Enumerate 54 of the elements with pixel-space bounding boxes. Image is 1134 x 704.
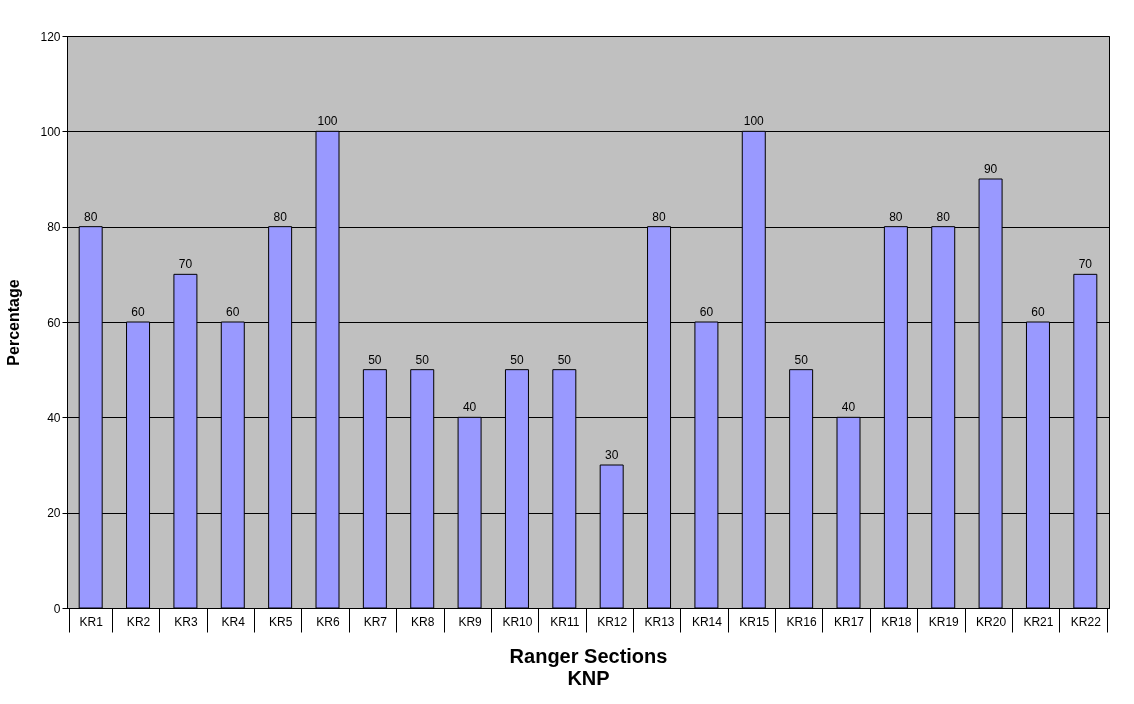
- x-tick-label: KR6: [316, 614, 340, 629]
- y-tick-label: 100: [40, 124, 61, 139]
- data-label: 60: [131, 305, 146, 319]
- x-tick-label: KR18: [881, 614, 912, 629]
- x-tick-label: KR19: [928, 614, 960, 629]
- y-tick-label: 0: [53, 601, 61, 616]
- y-tick-label: 60: [47, 315, 61, 330]
- x-tick-label: KR17: [833, 614, 865, 629]
- data-label: 50: [415, 352, 430, 367]
- data-label: 50: [557, 352, 572, 367]
- x-tick-label: KR9: [458, 614, 483, 629]
- data-label: 80: [936, 209, 951, 224]
- x-tick-label: KR5: [268, 614, 293, 629]
- data-label: 60: [1031, 305, 1045, 319]
- x-tick-label: KR20: [976, 614, 1007, 629]
- x-tick-label: KR1: [79, 614, 104, 629]
- y-tick-label: 40: [47, 410, 61, 425]
- data-label: 60: [226, 305, 240, 319]
- x-tick-label: KR15: [739, 614, 770, 629]
- data-label: 80: [652, 209, 667, 224]
- x-tick-label: KR12: [597, 614, 628, 629]
- data-label: 60: [699, 305, 714, 319]
- data-label: 30: [605, 448, 619, 462]
- data-label: 40: [841, 400, 856, 415]
- x-tick-label: KR13: [644, 614, 675, 629]
- y-tick-label: 120: [40, 29, 61, 44]
- x-axis-title: Ranger Sections: [509, 645, 668, 667]
- y-tick-label: 80: [47, 220, 61, 235]
- data-label: 70: [178, 257, 193, 272]
- data-label: 80: [273, 209, 288, 224]
- data-label: 50: [794, 352, 809, 367]
- data-label: 50: [368, 352, 382, 367]
- data-label: 80: [889, 209, 903, 224]
- x-tick-label: KR21: [1023, 614, 1054, 629]
- data-label: 50: [510, 352, 524, 367]
- data-label: 100: [743, 114, 765, 129]
- x-tick-label: KR10: [502, 614, 533, 629]
- data-label: 70: [1078, 257, 1093, 272]
- x-tick-label: KR8: [411, 614, 435, 629]
- x-tick-label: KR3: [174, 614, 198, 629]
- x-tick-label: KR4: [221, 614, 246, 629]
- x-tick-label: KR11: [550, 614, 580, 629]
- x-tick-label: KR22: [1070, 614, 1102, 629]
- data-label: 40: [462, 400, 477, 415]
- data-label: 90: [983, 162, 998, 176]
- x-tick-label: KR7: [363, 614, 388, 629]
- x-tick-label: KR14: [691, 614, 723, 629]
- y-tick-label: 20: [47, 506, 61, 521]
- data-label: 100: [317, 114, 338, 129]
- x-tick-label: KR16: [786, 614, 817, 629]
- data-label: 80: [84, 209, 98, 224]
- x-tick-label: KR2: [126, 614, 151, 629]
- y-axis-title: Percentage: [5, 279, 23, 366]
- text: KNP: [567, 667, 610, 689]
